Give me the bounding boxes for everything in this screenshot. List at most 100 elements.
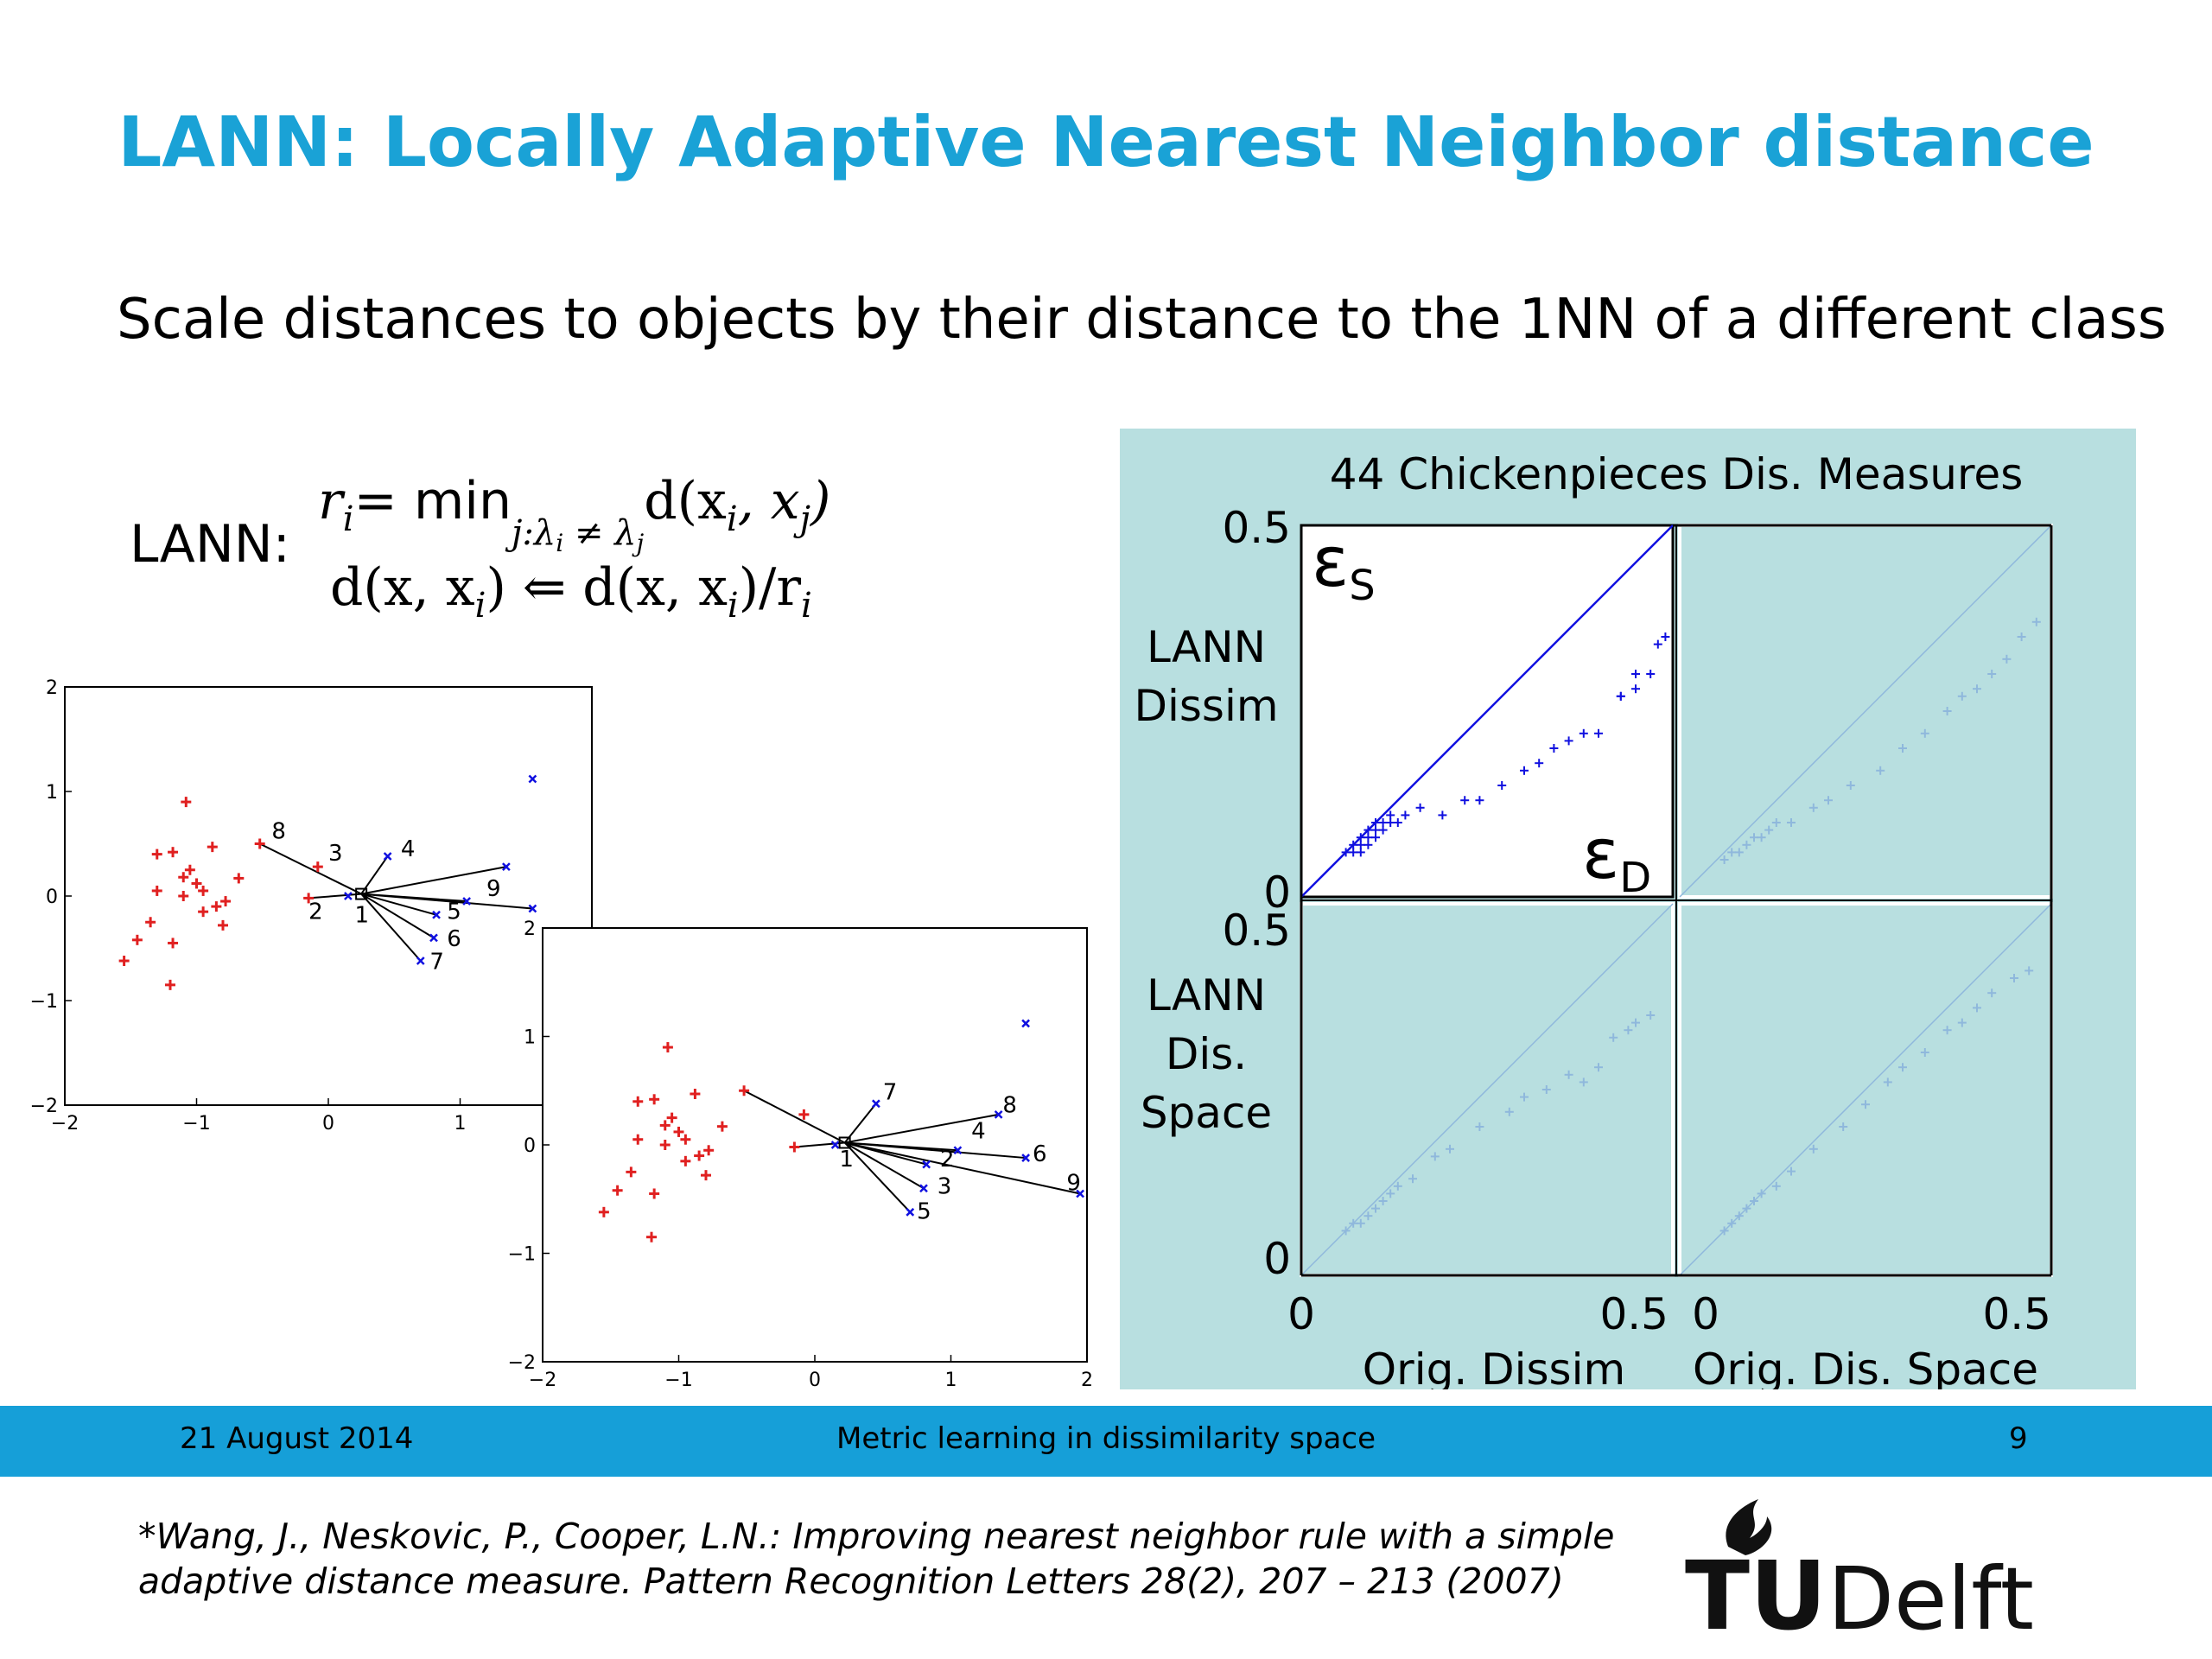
matrix-point [1356, 833, 1365, 842]
matrix-point [1883, 1077, 1892, 1087]
logo-delft: Delft [1827, 1548, 2034, 1642]
matrix-point [1408, 1174, 1417, 1184]
matrix-point [1624, 1026, 1633, 1035]
page-number: 9 [2009, 1421, 2028, 1456]
matrix-point [1771, 1181, 1781, 1191]
matrix-panel-bottom-left [1300, 902, 1675, 1277]
blue-point [501, 862, 511, 872]
diagonal-line [1300, 903, 1674, 1276]
matrix-point [1356, 1218, 1365, 1228]
neighbor-link [259, 842, 362, 895]
matrix-point [1957, 1018, 1967, 1027]
neighbor-link [360, 893, 422, 962]
red-point [165, 979, 175, 990]
x-tick-label: 1 [454, 1113, 467, 1135]
matrix-point [1356, 840, 1365, 849]
red-point [680, 1134, 691, 1145]
neighbor-link [844, 1141, 1027, 1160]
neighbor-link [844, 1141, 1081, 1195]
matrix-point [1363, 840, 1373, 849]
matrix-panel-bottom-right [1678, 902, 2053, 1277]
neighbor-label: 2 [940, 1147, 955, 1173]
matrix-point [1734, 848, 1744, 857]
x-label-left: Orig. Dissim [1363, 1344, 1625, 1389]
red-point [659, 1140, 671, 1150]
red-point [659, 1120, 671, 1131]
matrix-point [1378, 1197, 1388, 1205]
x-tick-left-zero: 0 [1287, 1289, 1315, 1339]
blue-point [953, 1146, 963, 1155]
matrix-title: 44 Chickenpieces Dis. Measures [1330, 449, 2024, 499]
y-tick-bottom-zero: 0 [1263, 1234, 1291, 1284]
matrix-point [1920, 1048, 1929, 1057]
matrix-point [1750, 1197, 1758, 1205]
neighbor-label: 6 [447, 926, 461, 952]
matrix-point [1341, 848, 1351, 857]
matrix-point [1371, 1204, 1380, 1213]
x-tick-label: 1 [945, 1370, 957, 1391]
neighbor-label: 9 [1066, 1171, 1081, 1197]
red-point [191, 878, 202, 889]
y-tick-top-zero: 0 [1263, 868, 1291, 918]
red-point [131, 934, 143, 945]
red-point [254, 838, 265, 849]
formula-line2: d(x, xi) ⇐ d(x, xi)/ri [330, 557, 812, 626]
diagonal-line [1679, 903, 2052, 1276]
matrix-point [2017, 632, 2026, 641]
matrix-point [1727, 1218, 1737, 1228]
y-label-top-line: LANN [1147, 622, 1266, 672]
matrix-point [1564, 1070, 1573, 1079]
neighbor-label: 7 [883, 1079, 898, 1105]
red-point [312, 861, 323, 873]
matrix-point [1719, 855, 1729, 864]
matrix-point [1541, 1085, 1551, 1094]
red-point [626, 1166, 637, 1178]
red-point [703, 1145, 715, 1156]
matrix-point [1393, 818, 1402, 827]
matrix-point [1876, 766, 1885, 775]
footer-title: Metric learning in dissimilarity space [836, 1421, 1376, 1456]
neighbor-link [360, 893, 437, 916]
blue-point [1076, 1189, 1085, 1198]
x-tick-label: −1 [182, 1113, 210, 1135]
diagonal-line [1679, 524, 2052, 898]
neighbor-label: 1 [839, 1147, 854, 1173]
x-tick-label: 0 [809, 1370, 821, 1391]
matrix-point [1661, 632, 1670, 641]
y-tick-bottom-half: 0.5 [1222, 906, 1291, 956]
matrix-point [1757, 833, 1766, 842]
neighbor-link [361, 893, 533, 910]
diagonal-line [1300, 524, 1674, 898]
neighbor-label: 3 [328, 841, 343, 867]
red-point [233, 873, 245, 884]
y-tick-label: −1 [30, 991, 58, 1013]
blue-point [429, 933, 438, 943]
neighbor-link [360, 893, 435, 939]
neighbor-link [844, 1113, 999, 1144]
red-point [680, 1155, 691, 1166]
formula-label: LANN: [130, 514, 290, 575]
x-tick-right-zero: 0 [1692, 1289, 1719, 1339]
blue-point [871, 1099, 880, 1109]
matrix-point [1987, 670, 1997, 678]
flame-icon [1726, 1499, 1772, 1555]
y-label-bottom-line: Space [1141, 1088, 1272, 1138]
matrix-point [1861, 1100, 1870, 1109]
matrix-point [1535, 759, 1544, 768]
red-point [211, 901, 222, 912]
matrix-point [1771, 818, 1781, 827]
matrix-point [1631, 684, 1640, 694]
red-point [151, 849, 162, 860]
red-point [798, 1109, 810, 1120]
matrix-point [1987, 988, 1997, 998]
footer-bar: 21 August 2014 Metric learning in dissim… [0, 1406, 2212, 1477]
matrix-point [1393, 1181, 1402, 1191]
x-tick-label: −1 [664, 1370, 692, 1391]
citation-line-2: adaptive distance measure. Pattern Recog… [138, 1560, 1564, 1602]
blue-point [528, 904, 537, 913]
y-tick-label: −2 [30, 1096, 58, 1117]
red-point [184, 864, 195, 875]
neighbor-link [360, 866, 507, 895]
